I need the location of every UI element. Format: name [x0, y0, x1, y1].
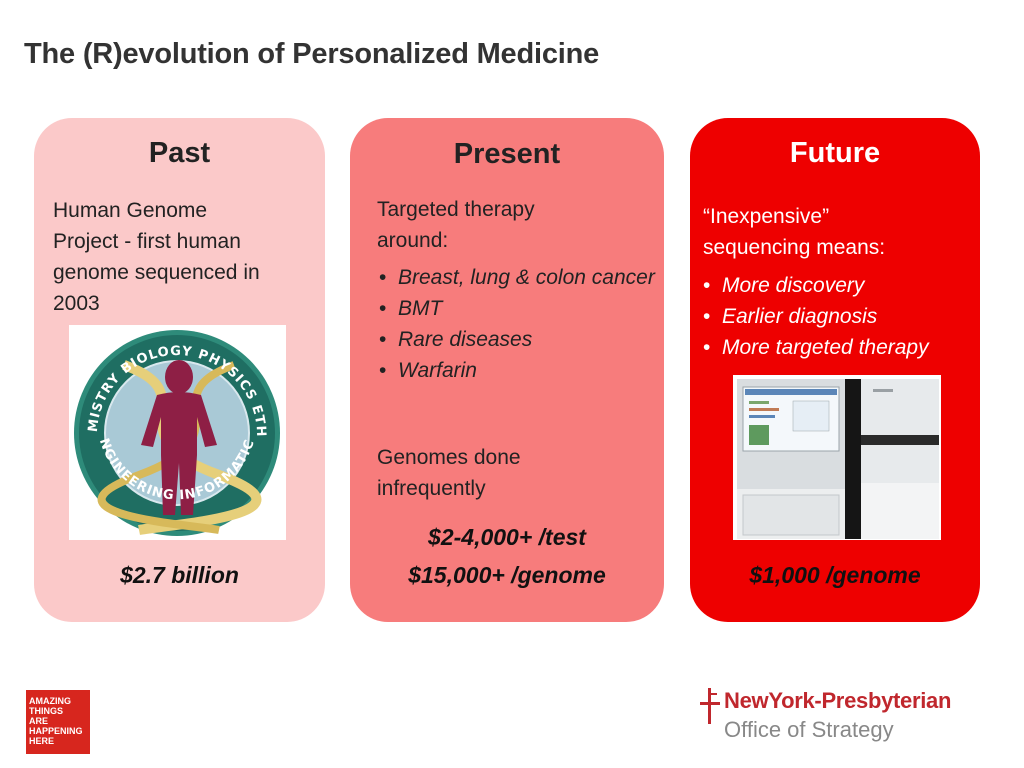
- list-item: Earlier diagnosis: [701, 301, 986, 332]
- past-line: 2003: [53, 292, 100, 315]
- present-outro-line: Genomes done: [377, 446, 521, 469]
- org-name: NewYork-Presbyterian: [724, 688, 952, 713]
- list-item: More discovery: [701, 270, 986, 301]
- past-line: Project - first human: [53, 230, 241, 253]
- present-price-test: $2-4,000+ /test: [428, 524, 586, 550]
- human-genome-project-seal-image: CHEMISTRY BIOLOGY PHYSICS ETHICS ENGINEE…: [63, 314, 286, 540]
- list-item: More targeted therapy: [701, 332, 986, 363]
- dna-sequencer-image: [733, 375, 941, 540]
- present-price-genome: $15,000+ /genome: [408, 562, 606, 588]
- past-description: Human Genome Project - first human genom…: [53, 195, 318, 319]
- present-intro-line: around:: [377, 229, 449, 252]
- future-intro-line: sequencing means:: [703, 236, 886, 259]
- present-card: Present Targeted therapy around: Breast,…: [350, 118, 664, 622]
- badge-line: HAPPENING: [29, 726, 83, 736]
- badge-line: ARE: [29, 716, 49, 726]
- nyp-logo-icon: [700, 688, 720, 724]
- sequencer-machine-icon: [733, 375, 941, 540]
- past-heading: Past: [148, 137, 211, 169]
- present-intro: Targeted therapy around:: [377, 194, 657, 256]
- list-item: Rare diseases: [377, 324, 662, 355]
- badge-line: AMAZING: [29, 696, 71, 706]
- list-item: Breast, lung & colon cancer: [377, 262, 662, 293]
- future-intro: “Inexpensive” sequencing means:: [703, 201, 973, 263]
- badge-line: THINGS: [29, 706, 64, 716]
- present-heading: Present: [453, 138, 561, 170]
- future-card: Future “Inexpensive” sequencing means: M…: [690, 118, 980, 622]
- future-price: $1,000 /genome: [749, 562, 921, 588]
- future-intro-line: “Inexpensive”: [703, 205, 830, 228]
- slide-title: The (R)evolution of Personalized Medicin…: [24, 38, 600, 70]
- present-outro: Genomes done infrequently: [377, 442, 657, 504]
- list-item: Warfarin: [377, 355, 662, 386]
- present-bullet-list: Breast, lung & colon cancer BMT Rare dis…: [377, 262, 662, 386]
- past-price: $2.7 billion: [120, 562, 239, 588]
- badge-line: HERE: [29, 736, 55, 746]
- future-heading: Future: [789, 137, 881, 169]
- past-line: genome sequenced in: [53, 261, 260, 284]
- list-item: BMT: [377, 293, 662, 324]
- present-intro-line: Targeted therapy: [377, 198, 535, 221]
- org-unit: Office of Strategy: [724, 717, 894, 742]
- past-line: Human Genome: [53, 199, 208, 222]
- genome-seal-icon: CHEMISTRY BIOLOGY PHYSICS ETHICS ENGINEE…: [63, 314, 280, 536]
- future-bullet-list: More discovery Earlier diagnosis More ta…: [701, 270, 986, 363]
- amazing-things-badge: AMAZING THINGS ARE HAPPENING HERE: [26, 690, 90, 754]
- present-outro-line: infrequently: [377, 477, 486, 500]
